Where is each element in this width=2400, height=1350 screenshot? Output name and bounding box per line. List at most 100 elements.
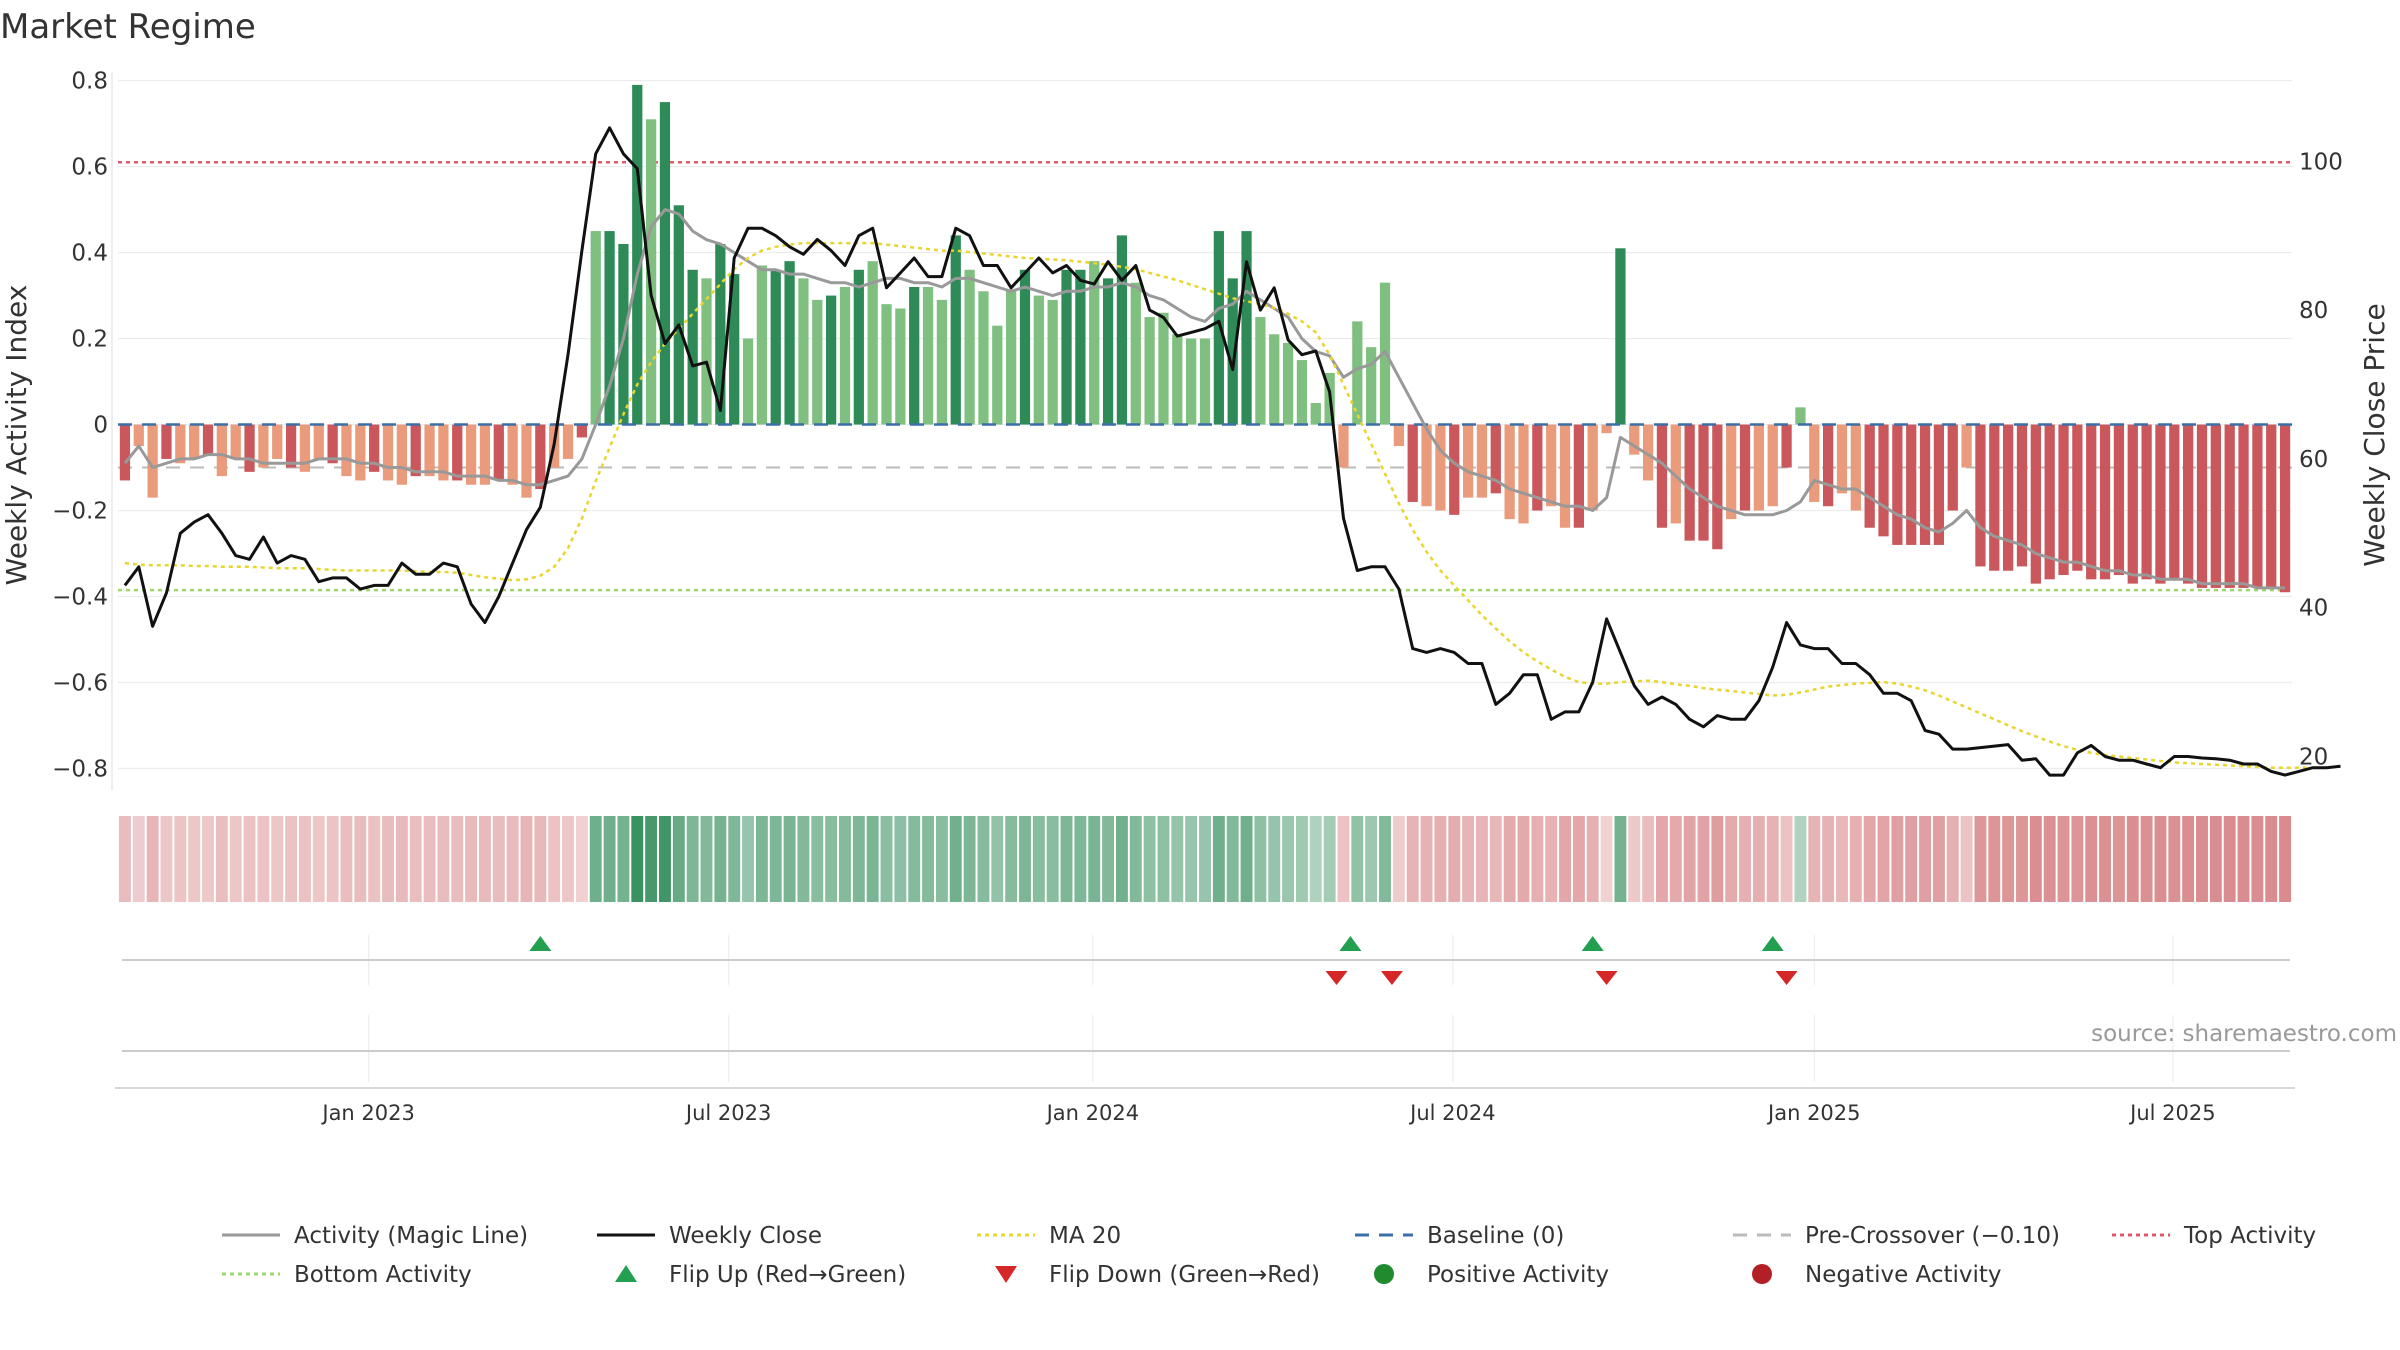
regime-cell [714,816,727,902]
regime-cell [1946,816,1959,902]
regime-cell [1212,816,1225,902]
activity-bar [2196,424,2208,588]
regime-cell [783,816,796,902]
magic-line [123,208,2286,590]
flip-down-marker [1380,971,1403,985]
activity-bar [2099,424,2111,580]
weekly-close-line [123,126,2341,777]
activity-bar [1269,334,1280,425]
regime-cell [1489,816,1502,902]
activity-bar [604,231,615,425]
flip-up-marker [1339,936,1362,951]
regime-cell [1115,816,1128,902]
activity-bar [1989,424,2000,571]
regime-cell [645,816,658,902]
regime-cell [963,816,976,902]
activity-bar [1878,424,1889,537]
x-tick-label: Jan 2025 [1766,1101,1861,1125]
regime-cell [769,816,782,902]
activity-bar [2155,424,2166,584]
activity-bar [2030,424,2041,584]
ma20-line [124,241,2313,769]
regime-cell [548,816,561,902]
activity-bar [521,424,532,498]
regime-cell [852,816,865,902]
activity-bar [2141,424,2152,580]
regime-cell [132,816,145,902]
regime-cell [2002,816,2015,902]
regime-cell [1531,816,1544,902]
legend-item: Flip Down (Green→Red) [995,1262,1320,1288]
activity-bar [1296,360,1308,425]
activity-bar [1504,424,1515,520]
legend-item: Negative Activity [1752,1262,2002,1288]
activity-bar [1822,424,1834,507]
activity-bar [590,231,601,425]
regime-cell [1614,816,1627,902]
regime-cell [1932,816,1945,902]
regime-cell [160,816,173,902]
activity-bar [2224,424,2235,588]
activity-bar [535,424,546,490]
regime-cell [2251,816,2264,902]
axis-ticks: 0.8 0.6 0.4 0.2 0 −0.2 −0.4 −0.6 −0.8 100 80 60 40 20 [52,69,2343,783]
regime-cell [755,816,768,902]
regime-cell [1032,816,1045,902]
legend-item: Pre-Crossover (−0.10) [1733,1223,2060,1249]
regime-cell [811,816,824,902]
activity-bar [632,84,643,425]
regime-cell [728,816,741,902]
regime-cell [1199,816,1211,902]
regime-cell [1406,816,1419,902]
activity-bar [1019,269,1031,425]
activity-bar [992,325,1003,425]
regime-cell [1586,816,1599,902]
regime-cell [1891,816,1904,902]
regime-cell [1420,816,1433,902]
activity-bar [1919,424,1931,545]
regime-cell [1074,816,1087,902]
regime-cell [2196,816,2208,902]
activity-bar [285,424,297,468]
activity-bar [1407,424,1418,502]
y-tick-label: 0.6 [71,155,108,181]
regime-cell [1628,816,1641,902]
regime-cell [935,816,948,902]
activity-bar [313,424,324,459]
legend-swatch [1374,1264,1394,1284]
regime-cell [340,816,353,902]
regime-cell [1988,816,2001,902]
activity-bar [1186,338,1197,425]
regime-cell [700,816,713,902]
regime-cell [271,816,284,902]
regime-cell [1143,816,1156,902]
regime-cell [215,816,228,902]
regime-cell [2209,816,2222,902]
y-tick-label: −0.4 [52,585,108,611]
regime-cell [1171,816,1184,902]
regime-cell [894,816,907,902]
activity-bar [2210,424,2221,588]
regime-cell [1849,816,1862,902]
x-tick-label: Jan 2023 [320,1101,415,1125]
regime-cell [1642,816,1655,902]
activity-bar [2169,424,2180,580]
regime-cell [1351,816,1364,902]
regime-cell [1960,816,1973,902]
legend-swatch [615,1265,637,1282]
legend-label: Top Activity [2183,1223,2316,1249]
flip-down-marker [1775,971,1798,985]
regime-cell [1752,816,1765,902]
regime-cell [409,816,422,902]
regime-cell [672,816,685,902]
regime-cell [825,816,838,902]
activity-bar [1366,347,1377,425]
y2-axis-label: Weekly Close Price [2358,303,2391,566]
activity-bar [258,424,269,468]
regime-cell [742,816,754,902]
regime-cell [2071,816,2084,902]
source-note: source: sharemaestro.com [2091,1021,2397,1047]
activity-bar [1158,312,1169,425]
series-lines [118,126,2341,777]
regime-cell [229,816,242,902]
